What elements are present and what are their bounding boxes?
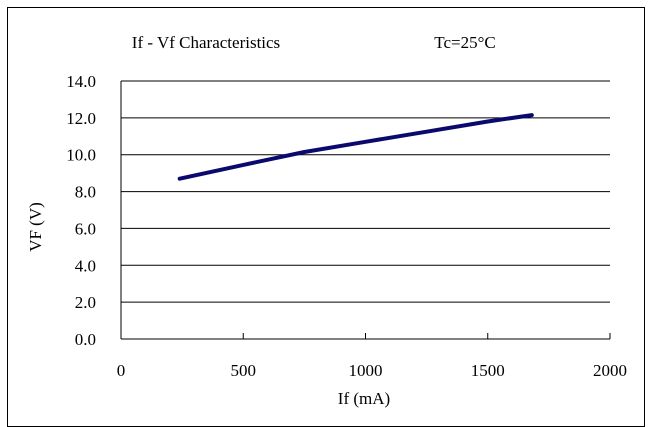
y-tick-label: 0.0: [75, 330, 96, 349]
y-tick-label: 2.0: [75, 293, 96, 312]
series-line: [177, 113, 534, 181]
y-tick-label: 6.0: [75, 219, 96, 238]
y-tick-label: 10.0: [66, 146, 96, 165]
grid: [120, 80, 611, 340]
x-tick-label: 1500: [471, 361, 505, 380]
y-axis-label: VF (V): [26, 202, 45, 252]
y-tick-labels: 0.0 2.0 4.0 6.0 8.0 10.0 12.0 14.0: [66, 72, 96, 349]
chart-title: If - Vf Characteristics: [132, 33, 280, 52]
series-layer: [177, 113, 534, 181]
x-axis-label: If (mA): [338, 389, 390, 408]
chart-frame: [7, 7, 645, 427]
x-tick-label: 2000: [593, 361, 627, 380]
y-tick-label: 14.0: [66, 72, 96, 91]
x-tick-labels: 0 500 1000 1500 2000: [117, 361, 627, 380]
y-tick-label: 12.0: [66, 109, 96, 128]
chart-condition: Tc=25°C: [434, 33, 495, 52]
x-tick-label: 500: [231, 361, 257, 380]
y-tick-label: 8.0: [75, 183, 96, 202]
y-tick-label: 4.0: [75, 256, 96, 275]
x-tick-label: 1000: [349, 361, 383, 380]
x-tick-label: 0: [117, 361, 126, 380]
